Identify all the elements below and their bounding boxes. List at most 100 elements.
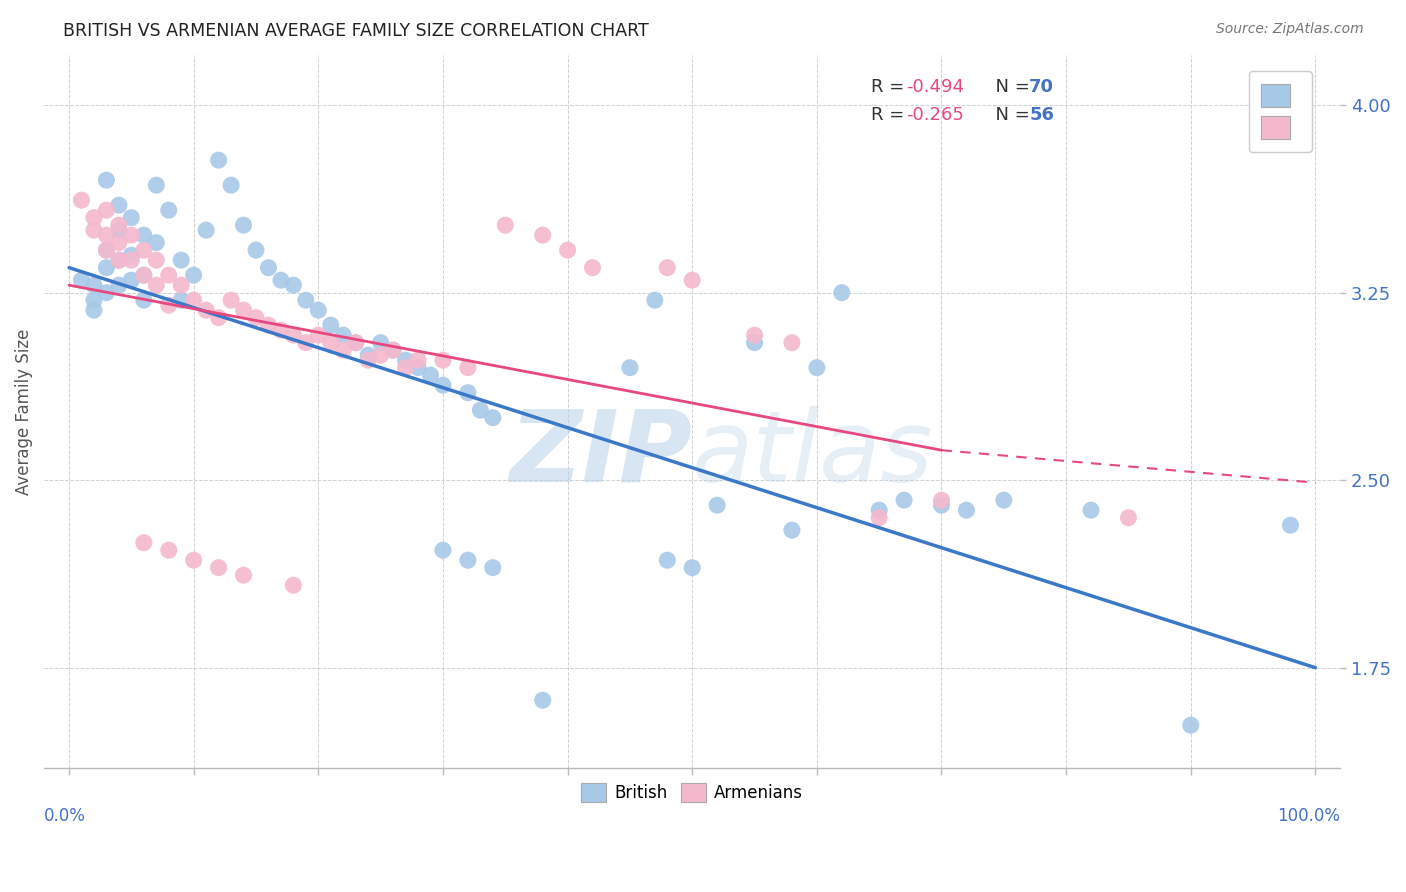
Point <box>145 278 167 293</box>
Point <box>780 523 803 537</box>
Point <box>270 273 292 287</box>
Point <box>319 335 342 350</box>
Point <box>657 260 679 275</box>
Point <box>232 568 254 582</box>
Text: R =: R = <box>872 106 910 124</box>
Point <box>283 578 305 592</box>
Point <box>195 303 218 318</box>
Point <box>868 510 890 524</box>
Point <box>432 378 454 392</box>
Point <box>132 243 155 257</box>
Text: BRITISH VS ARMENIAN AVERAGE FAMILY SIZE CORRELATION CHART: BRITISH VS ARMENIAN AVERAGE FAMILY SIZE … <box>63 22 650 40</box>
Point <box>96 285 118 300</box>
Point <box>96 228 118 243</box>
Text: R =: R = <box>872 78 910 96</box>
Point <box>744 335 766 350</box>
Point <box>83 278 105 293</box>
Point <box>195 223 218 237</box>
Point <box>780 335 803 350</box>
Point <box>219 293 242 308</box>
Point <box>557 243 579 257</box>
Point <box>108 223 131 237</box>
Point <box>344 335 367 350</box>
Point <box>419 368 441 383</box>
Point <box>332 343 354 358</box>
Point <box>108 198 131 212</box>
Text: 70: 70 <box>1029 78 1054 96</box>
Point <box>96 243 118 257</box>
Point <box>96 203 118 218</box>
Point <box>120 248 142 262</box>
Y-axis label: Average Family Size: Average Family Size <box>15 328 32 494</box>
Point <box>170 293 193 308</box>
Text: 0.0%: 0.0% <box>44 807 86 825</box>
Point <box>457 360 479 375</box>
Point <box>357 348 380 362</box>
Point <box>931 498 953 512</box>
Point <box>183 553 205 567</box>
Point <box>470 403 492 417</box>
Point <box>1118 510 1140 524</box>
Point <box>644 293 666 308</box>
Point <box>120 211 142 225</box>
Point <box>432 353 454 368</box>
Point <box>406 353 429 368</box>
Point <box>307 303 329 318</box>
Point <box>108 218 131 232</box>
Text: Source: ZipAtlas.com: Source: ZipAtlas.com <box>1216 22 1364 37</box>
Point <box>108 253 131 268</box>
Point <box>357 353 380 368</box>
Point <box>394 360 416 375</box>
Point <box>482 560 505 574</box>
Point <box>219 178 242 193</box>
Point <box>370 335 392 350</box>
Point <box>132 535 155 549</box>
Point <box>96 243 118 257</box>
Point <box>457 385 479 400</box>
Point <box>457 553 479 567</box>
Point <box>806 360 828 375</box>
Text: -0.494: -0.494 <box>905 78 965 96</box>
Point <box>120 273 142 287</box>
Point <box>931 493 953 508</box>
Point <box>332 328 354 343</box>
Point <box>893 493 915 508</box>
Point <box>132 293 155 308</box>
Text: 100.0%: 100.0% <box>1277 807 1340 825</box>
Point <box>145 178 167 193</box>
Point <box>394 353 416 368</box>
Point <box>207 153 229 168</box>
Point <box>257 318 280 333</box>
Point <box>157 543 180 558</box>
Point <box>157 268 180 282</box>
Point <box>108 253 131 268</box>
Point <box>831 285 853 300</box>
Point <box>108 278 131 293</box>
Point <box>132 268 155 282</box>
Point <box>183 293 205 308</box>
Point <box>868 503 890 517</box>
Point <box>406 360 429 375</box>
Point <box>70 193 93 207</box>
Point <box>70 273 93 287</box>
Point <box>245 243 267 257</box>
Point <box>257 260 280 275</box>
Point <box>245 310 267 325</box>
Point <box>170 278 193 293</box>
Text: ZIP: ZIP <box>509 406 692 503</box>
Point <box>283 278 305 293</box>
Point <box>108 235 131 250</box>
Point <box>1279 518 1302 533</box>
Point <box>83 293 105 308</box>
Point <box>531 228 554 243</box>
Point <box>232 303 254 318</box>
Point <box>270 323 292 337</box>
Text: atlas: atlas <box>692 406 934 503</box>
Point <box>531 693 554 707</box>
Point <box>432 543 454 558</box>
Point <box>1180 718 1202 732</box>
Point <box>157 298 180 312</box>
Point <box>307 328 329 343</box>
Point <box>581 260 603 275</box>
Point <box>207 560 229 574</box>
